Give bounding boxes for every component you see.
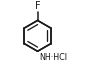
Text: F: F bbox=[35, 1, 40, 11]
Text: NH·HCl: NH·HCl bbox=[39, 53, 67, 62]
